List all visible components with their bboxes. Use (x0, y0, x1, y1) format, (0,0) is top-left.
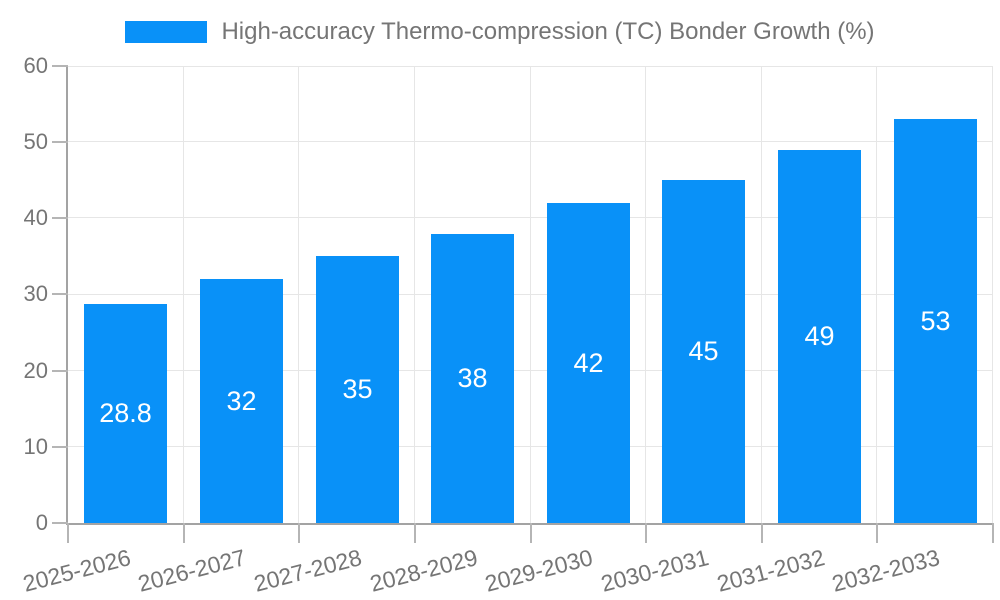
bar-value-label: 38 (457, 363, 488, 393)
y-axis-tick (52, 293, 68, 295)
bar-2027-2028: 35 (316, 256, 399, 523)
y-axis-tick (52, 446, 68, 448)
x-axis-tick (414, 523, 416, 543)
bar-2029-2030: 42 (547, 203, 630, 523)
x-axis-tick (645, 523, 647, 543)
y-axis-tick-label: 20 (23, 358, 48, 383)
gridline-vertical (298, 66, 299, 523)
bar-2030-2031: 45 (662, 180, 745, 523)
x-axis-tick (67, 523, 69, 543)
bar-value-label: 49 (804, 321, 835, 351)
x-axis-label: 2031-2032 (714, 544, 828, 597)
legend-label: High-accuracy Thermo-compression (TC) Bo… (221, 18, 875, 45)
bar-2031-2032: 49 (778, 150, 861, 523)
gridline-vertical (876, 66, 877, 523)
gridline-vertical (183, 66, 184, 523)
x-axis-tick (298, 523, 300, 543)
y-axis-tick-label: 0 (35, 510, 48, 535)
x-axis-label: 2026-2027 (135, 544, 249, 597)
bar-value-label: 45 (688, 336, 719, 366)
bar-value-label: 53 (920, 305, 951, 336)
legend[interactable]: High-accuracy Thermo-compression (TC) Bo… (0, 18, 1000, 46)
legend-swatch (125, 21, 208, 43)
bar-2025-2026: 28.8 (84, 304, 167, 523)
x-axis-label: 2030-2031 (598, 544, 712, 597)
y-axis-tick-label: 40 (23, 205, 48, 230)
bar-2032-2033: 53 (894, 119, 977, 523)
bar-value-label: 35 (342, 374, 373, 404)
bar-value-label: 28.8 (99, 398, 152, 428)
x-axis-label: 2028-2029 (367, 544, 481, 597)
gridline-vertical (530, 66, 531, 523)
bar-2026-2027: 32 (200, 279, 283, 523)
y-axis-tick-label: 10 (23, 434, 48, 459)
x-axis-line (66, 523, 993, 525)
bar-2028-2029: 38 (431, 234, 514, 523)
gridline-vertical (761, 66, 762, 523)
y-axis-tick (52, 65, 68, 67)
y-axis-tick-label: 60 (23, 53, 48, 78)
y-axis-tick (52, 522, 68, 524)
x-axis-label: 2029-2030 (482, 544, 596, 597)
x-axis-label: 2032-2033 (829, 544, 943, 597)
gridline-vertical (414, 66, 415, 523)
y-axis-tick-label: 50 (23, 129, 48, 154)
plot-area: 28.8 32 35 38 42 45 49 53 (68, 66, 993, 523)
x-axis-tick (992, 523, 994, 543)
x-axis-tick (183, 523, 185, 543)
x-axis-label: 2025-2026 (20, 544, 134, 597)
bar-value-label: 32 (226, 385, 257, 416)
gridline-vertical (645, 66, 646, 523)
y-axis-tick (52, 370, 68, 372)
x-axis-tick (761, 523, 763, 543)
y-axis-tick (52, 141, 68, 143)
gridline-vertical (992, 66, 993, 523)
bar-value-label: 42 (573, 347, 604, 378)
x-axis-label: 2027-2028 (251, 544, 365, 597)
y-axis-tick (52, 217, 68, 219)
x-axis-tick (876, 523, 878, 543)
x-axis-tick (530, 523, 532, 543)
y-axis-line (66, 66, 68, 525)
y-axis-tick-label: 30 (23, 281, 48, 306)
